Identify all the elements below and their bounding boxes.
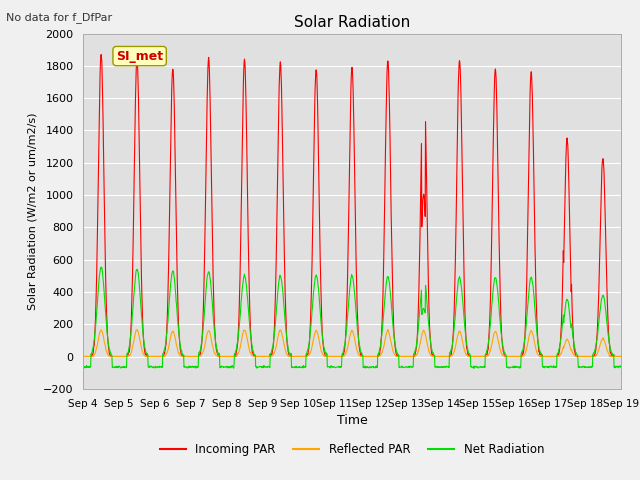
Reflected PAR	[435, 354, 443, 360]
Title: Solar Radiation: Solar Radiation	[294, 15, 410, 30]
Reflected PAR	[79, 354, 87, 360]
Incoming PAR	[97, 52, 105, 58]
Legend: Incoming PAR, Reflected PAR, Net Radiation: Incoming PAR, Reflected PAR, Net Radiati…	[155, 439, 549, 461]
Text: SI_met: SI_met	[116, 49, 163, 62]
Incoming PAR	[435, 354, 443, 360]
Reflected PAR	[553, 353, 561, 359]
Reflected PAR	[616, 354, 624, 360]
Net Radiation	[435, 365, 443, 371]
Net Radiation	[79, 364, 87, 370]
Net Radiation	[97, 264, 105, 270]
Reflected PAR	[259, 354, 267, 360]
Net Radiation	[616, 364, 624, 370]
Incoming PAR	[79, 354, 87, 360]
Net Radiation	[199, 326, 207, 332]
Incoming PAR	[199, 315, 207, 321]
Reflected PAR	[186, 354, 193, 360]
Net Radiation	[186, 364, 194, 370]
Reflected PAR	[384, 327, 392, 333]
Reflected PAR	[199, 350, 207, 356]
Y-axis label: Solar Radiation (W/m2 or um/m2/s): Solar Radiation (W/m2 or um/m2/s)	[28, 112, 37, 310]
X-axis label: Time: Time	[337, 414, 367, 427]
Line: Reflected PAR: Reflected PAR	[83, 330, 620, 357]
Incoming PAR	[186, 354, 194, 360]
Line: Net Radiation: Net Radiation	[83, 267, 620, 368]
Net Radiation	[470, 365, 478, 371]
Incoming PAR	[553, 353, 561, 359]
Incoming PAR	[506, 354, 513, 360]
Line: Incoming PAR: Incoming PAR	[83, 55, 620, 357]
Net Radiation	[506, 364, 514, 370]
Text: No data for f_DfPar: No data for f_DfPar	[6, 12, 113, 23]
Net Radiation	[554, 351, 561, 357]
Incoming PAR	[259, 354, 267, 360]
Reflected PAR	[506, 354, 513, 360]
Incoming PAR	[616, 354, 624, 360]
Net Radiation	[259, 365, 267, 371]
